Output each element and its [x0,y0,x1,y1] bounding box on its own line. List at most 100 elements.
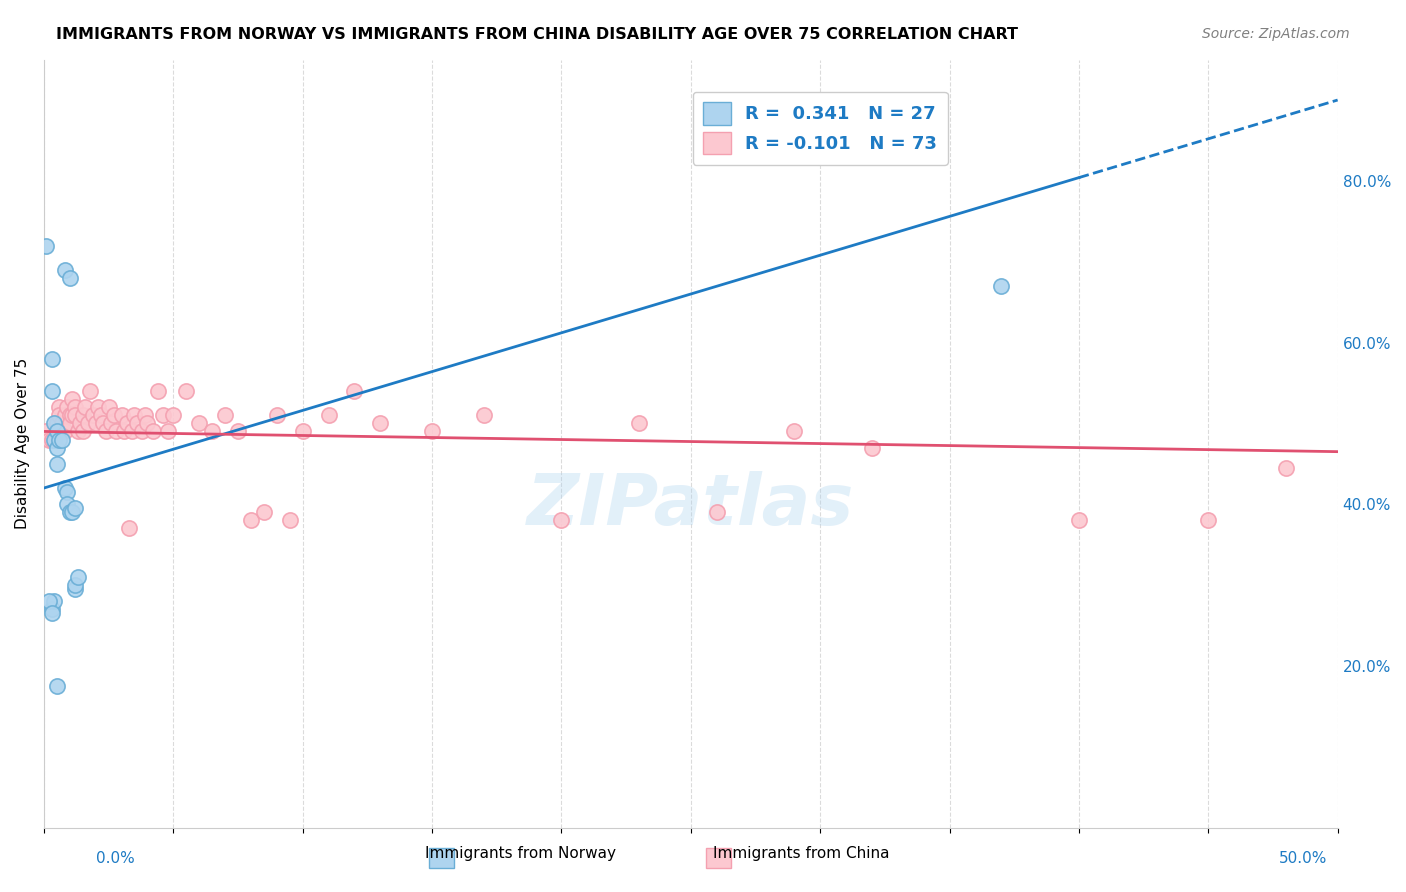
Point [41,433,63,447]
Point [38,433,60,447]
Point [63,582,86,596]
Point [318,409,340,423]
Point [53,425,76,439]
Point [38,594,60,608]
Point [41,384,63,398]
Point [136,417,159,431]
Point [706,505,728,519]
Point [53,409,76,423]
Point [420,425,443,439]
Point [53,481,76,495]
Point [94,425,117,439]
Point [79,384,101,398]
Point [72,409,94,423]
Point [35,238,58,252]
Point [239,513,262,527]
Point [41,607,63,621]
FancyBboxPatch shape [706,848,731,868]
Point [44,433,66,447]
Point [142,425,165,439]
Text: 50.0%: 50.0% [1279,851,1327,865]
Y-axis label: Disability Age Over 75: Disability Age Over 75 [15,358,30,529]
Point [56,485,79,500]
Point [253,505,276,519]
Point [146,384,169,398]
Point [48,400,70,414]
Point [75,400,97,414]
FancyBboxPatch shape [429,848,454,868]
Point [59,505,82,519]
Point [51,425,73,439]
Point [59,270,82,285]
Point [110,409,132,423]
Point [56,400,79,414]
Point [41,602,63,616]
Point [201,425,224,439]
Point [60,505,83,519]
Point [105,425,128,439]
Point [783,425,806,439]
Point [860,441,883,455]
Point [45,425,67,439]
Point [152,409,174,423]
Point [278,513,301,527]
Point [112,425,135,439]
Point [115,417,138,431]
Point [60,392,83,406]
Point [45,679,67,693]
Point [131,425,153,439]
Point [118,521,141,535]
Point [472,409,495,423]
Text: Immigrants from China: Immigrants from China [713,847,890,861]
Point [66,425,89,439]
Point [72,425,94,439]
Point [44,417,66,431]
Point [174,384,197,398]
Point [48,409,70,423]
Point [291,425,314,439]
Point [1067,513,1090,527]
Point [60,409,83,423]
Point [990,279,1012,293]
Point [59,417,82,431]
Point [84,417,107,431]
Point [157,425,180,439]
Point [51,433,73,447]
Point [63,400,86,414]
Point [90,409,112,423]
Point [45,425,67,439]
Point [188,417,211,431]
Point [66,570,89,584]
Point [35,425,58,439]
Point [100,417,122,431]
Point [63,409,86,423]
Point [53,262,76,277]
Point [266,409,288,423]
Point [56,497,79,511]
Point [69,417,91,431]
Point [87,400,110,414]
Point [59,409,82,423]
Point [44,594,66,608]
Text: ZIPatlas: ZIPatlas [527,470,855,540]
Point [45,441,67,455]
Point [125,417,148,431]
Point [627,417,650,431]
Point [103,409,125,423]
Point [48,433,70,447]
Text: 0.0%: 0.0% [96,851,135,865]
Point [214,409,236,423]
Point [45,417,67,431]
Legend: R =  0.341   N = 27, R = -0.101   N = 73: R = 0.341 N = 27, R = -0.101 N = 73 [693,92,948,165]
Point [63,578,86,592]
Point [45,457,67,471]
Point [550,513,572,527]
Text: IMMIGRANTS FROM NORWAY VS IMMIGRANTS FROM CHINA DISABILITY AGE OVER 75 CORRELATI: IMMIGRANTS FROM NORWAY VS IMMIGRANTS FRO… [56,27,1018,42]
Point [63,501,86,516]
Point [97,400,120,414]
Point [1275,460,1298,475]
Point [41,351,63,366]
Point [343,384,366,398]
Point [82,409,104,423]
Point [368,417,391,431]
